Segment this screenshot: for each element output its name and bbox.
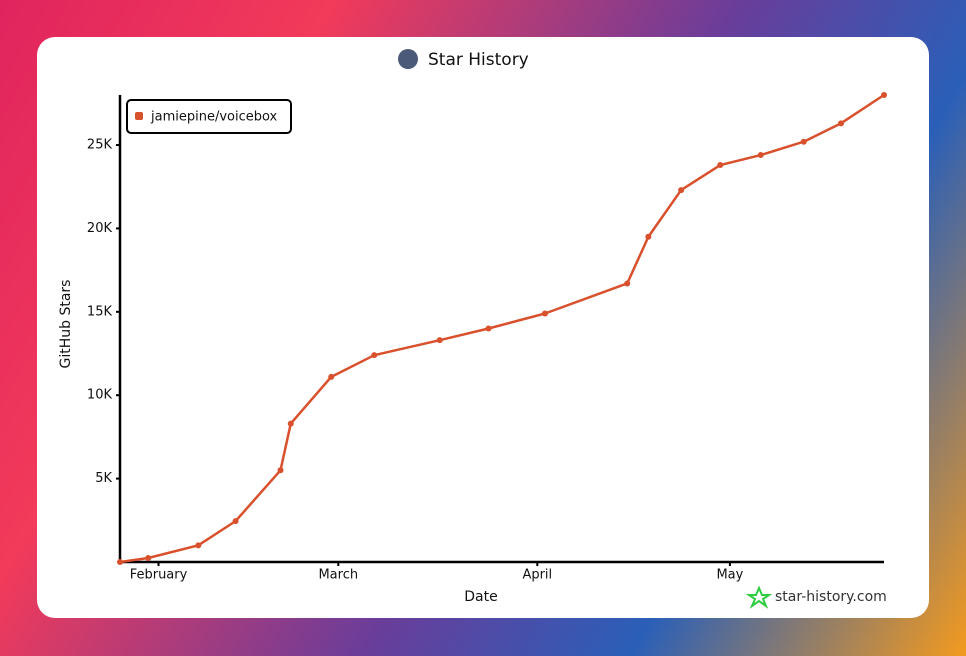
y-axis-label: GitHub Stars: [58, 280, 74, 369]
y-tick-label: 15K: [87, 304, 113, 319]
x-axis-label: Date: [464, 589, 497, 605]
legend-label: jamiepine/voicebox: [150, 110, 278, 125]
data-point: [645, 233, 652, 240]
data-point: [145, 554, 152, 561]
avatar: [398, 49, 418, 69]
y-tick-label: 25K: [87, 138, 113, 153]
data-point: [678, 187, 685, 194]
data-point: [542, 310, 549, 317]
data-point: [328, 373, 335, 380]
data-point: [717, 162, 724, 169]
y-tick-label: 10K: [87, 388, 113, 403]
watermark: star-history.com: [775, 589, 887, 605]
series-line: [119, 93, 885, 564]
data-point: [800, 138, 807, 145]
data-point: [371, 352, 378, 359]
y-tick-label: 5K: [95, 471, 112, 486]
logo-star: [745, 585, 773, 609]
data-point: [277, 467, 284, 474]
legend-box: [126, 99, 292, 134]
x-tick-label: March: [318, 568, 358, 583]
data-point: [195, 542, 202, 549]
data-point: [837, 120, 844, 127]
data-point: [881, 92, 887, 98]
data-point: [117, 559, 123, 565]
data-point: [485, 325, 492, 332]
x-tick-label: April: [522, 568, 552, 583]
data-point: [624, 280, 631, 287]
data-point: [232, 518, 239, 525]
legend-swatch: [135, 112, 143, 120]
data-point: [436, 337, 443, 344]
x-tick-label: February: [130, 568, 188, 583]
chart-title: Star History: [428, 50, 529, 70]
x-tick-label: May: [716, 568, 743, 583]
data-point: [287, 420, 294, 427]
y-tick-label: 20K: [87, 221, 113, 236]
data-point: [757, 152, 764, 159]
